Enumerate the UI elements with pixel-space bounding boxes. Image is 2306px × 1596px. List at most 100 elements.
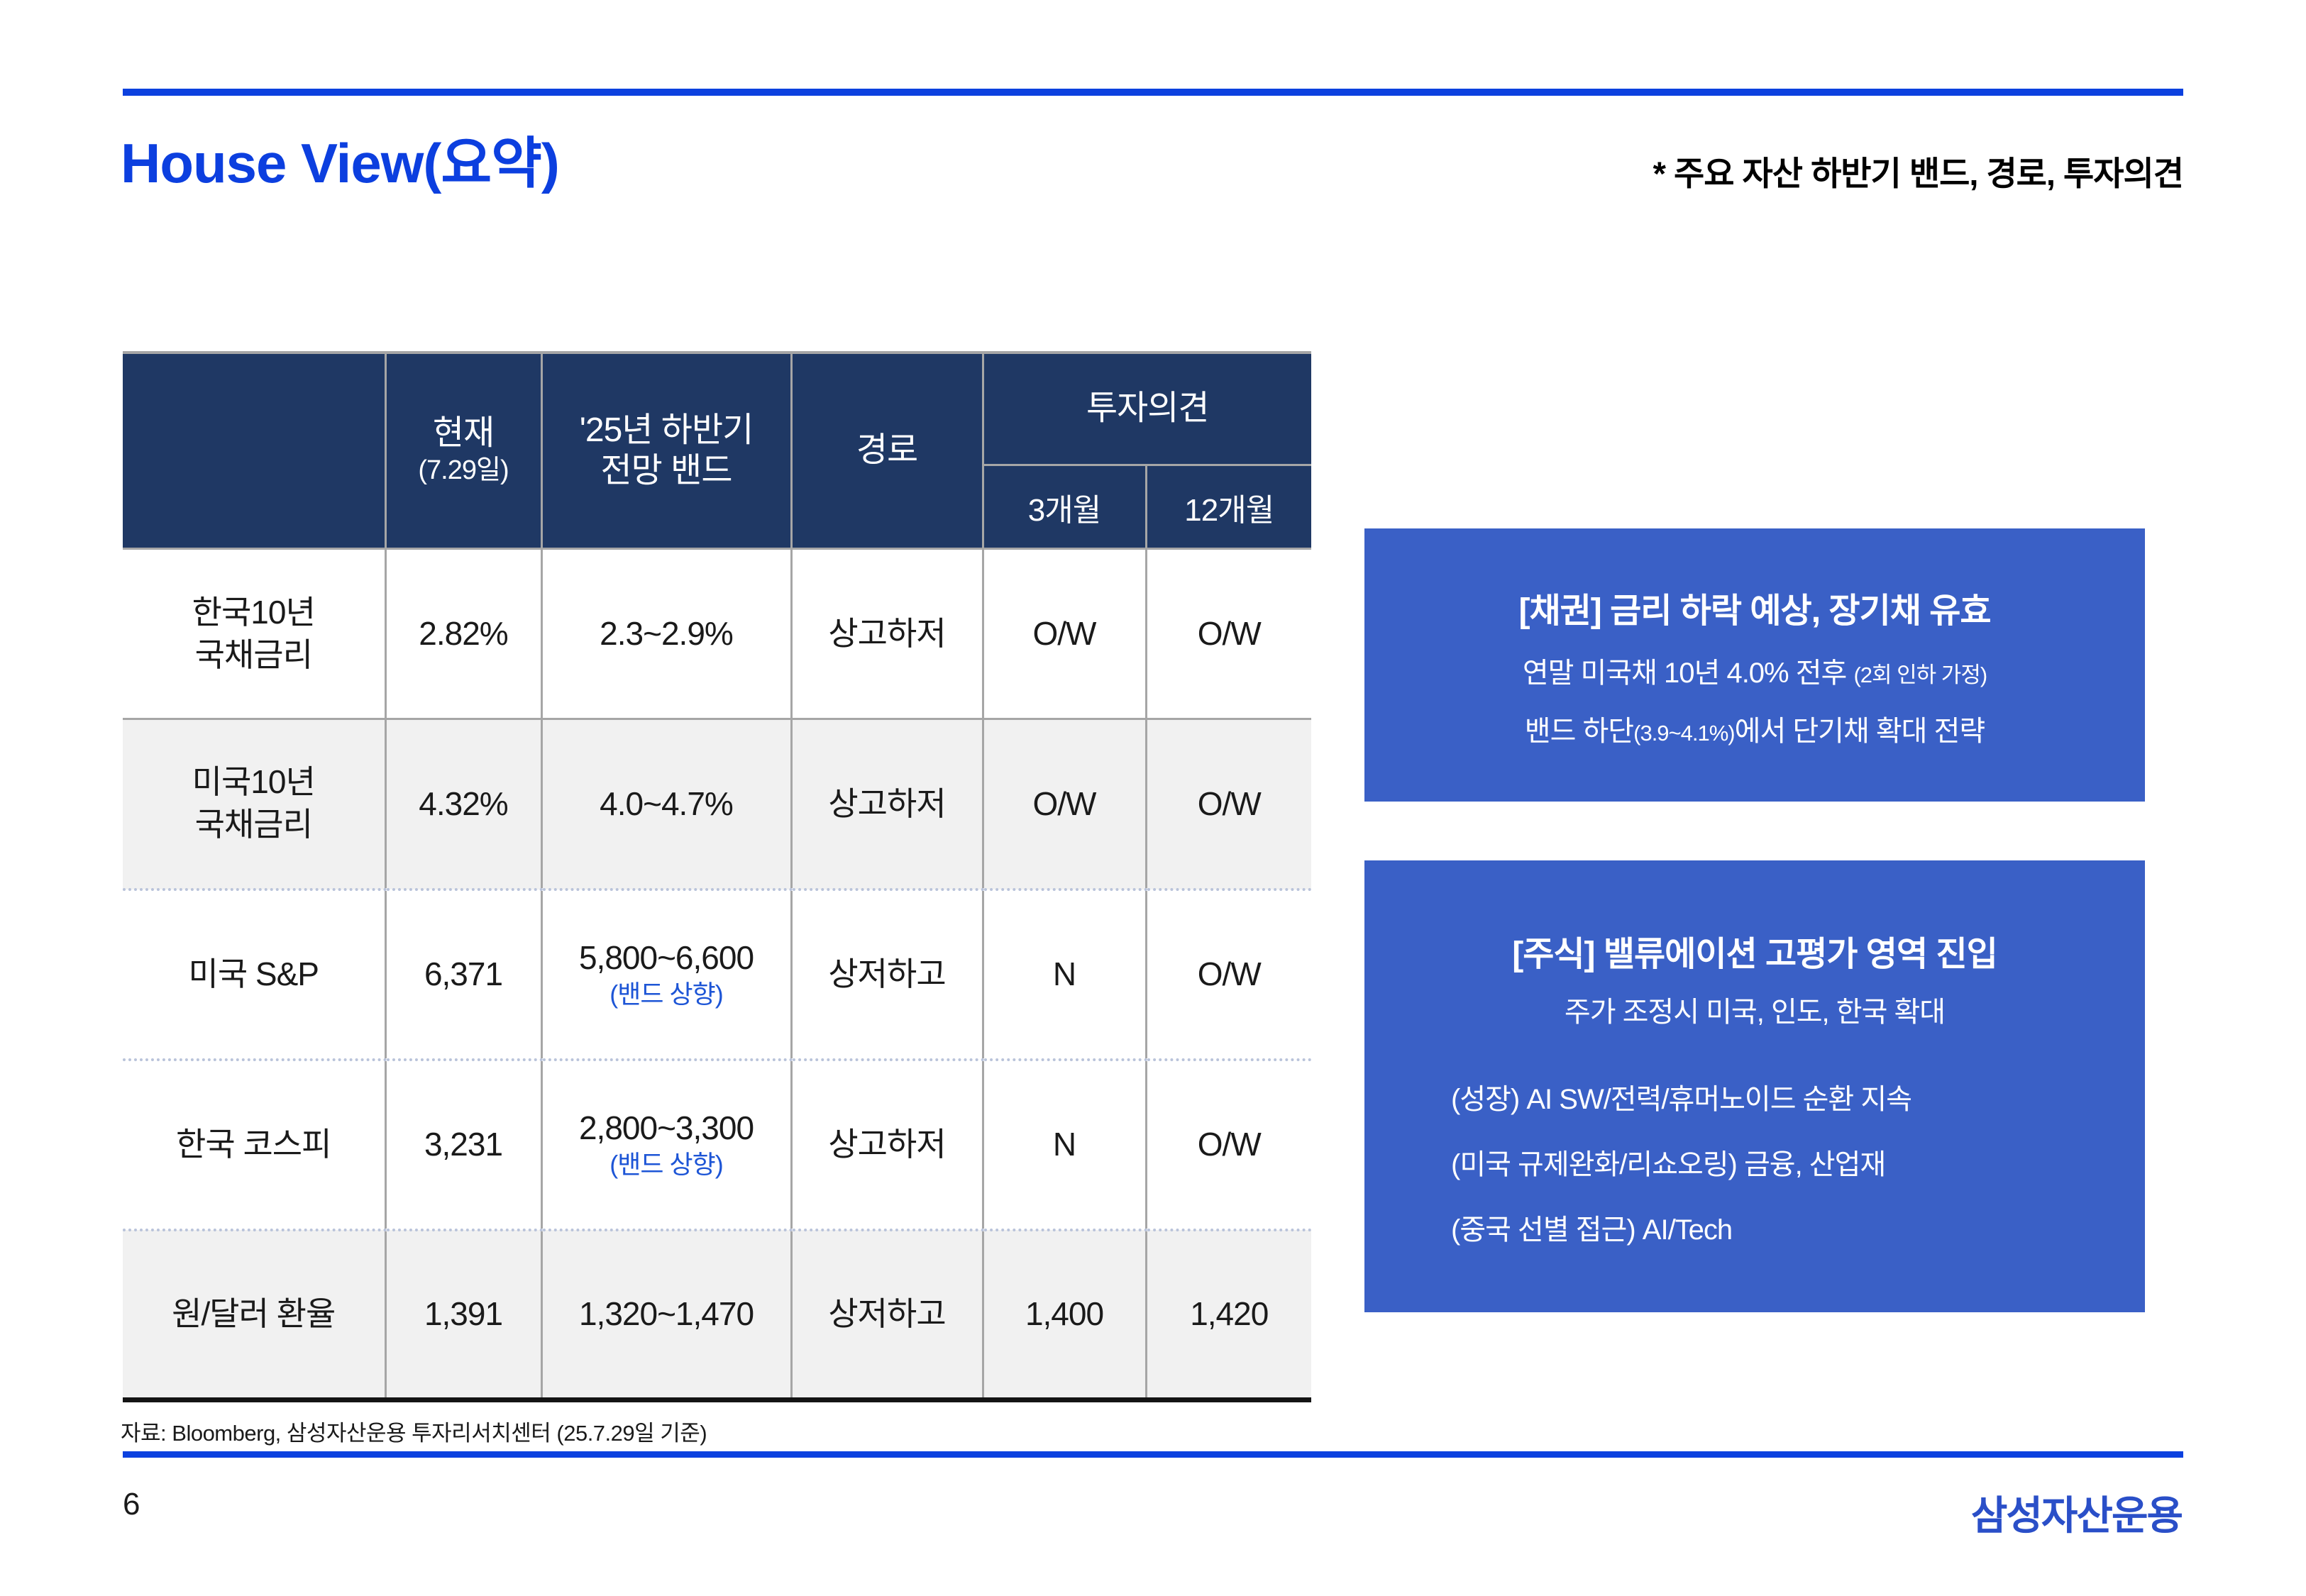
cell-band-value: 5,800~6,600 <box>578 939 754 977</box>
cell-band: 4.0~4.7% <box>541 719 793 891</box>
cell-12m: O/W <box>1146 719 1312 891</box>
row-label-line1: 한국10년 <box>192 593 316 631</box>
col-header-band: '25년 하반기 전망 밴드 <box>541 353 793 550</box>
col-header-opinion: 투자의견 <box>983 353 1312 466</box>
bond-line2-main: 연말 미국채 10년 4.0% 전후 <box>1522 657 1854 689</box>
table-row-korea-kospi: 한국 코스피 3,231 2,800~3,300 (밴드 상향) 상고하저 N O… <box>123 1059 1312 1231</box>
cell-current: 6,371 <box>385 889 543 1061</box>
cell-path: 상고하저 <box>791 719 984 891</box>
title-note: * 주요 자산 하반기 밴드, 경로, 투자의견 <box>1653 155 2184 192</box>
page-title: House View(요약) <box>121 132 560 194</box>
cell-12m-value: O/W <box>1197 1125 1262 1163</box>
cell-12m: O/W <box>1146 548 1312 720</box>
row-label: 한국10년 국채금리 <box>123 548 387 720</box>
cell-path-value: 상저하고 <box>828 955 946 992</box>
cell-path: 상저하고 <box>791 889 984 1061</box>
table-row-korea-10y: 한국10년 국채금리 2.82% 2.3~2.9% 상고하저 O/W O/W <box>123 548 1312 720</box>
cell-band: 5,800~6,600 (밴드 상향) <box>541 889 793 1061</box>
equity-callout: [주식] 밸류에이션 고평가 영역 진입 주가 조정시 미국, 인도, 한국 확… <box>1364 860 2145 1312</box>
cell-path: 상고하저 <box>791 548 984 720</box>
cell-3m-value: 1,400 <box>1025 1295 1104 1333</box>
col-header-3m-label: 3개월 <box>1027 492 1101 528</box>
cell-3m: O/W <box>983 548 1147 720</box>
cell-band-value: 4.0~4.7% <box>600 785 734 822</box>
cell-12m: O/W <box>1146 1059 1312 1231</box>
equity-callout-title: [주식] 밸류에이션 고평가 영역 진입 <box>1512 936 1998 973</box>
table-row-us-sp: 미국 S&P 6,371 5,800~6,600 (밴드 상향) 상저하고 N O… <box>123 889 1312 1061</box>
cell-current-value: 1,391 <box>424 1295 503 1333</box>
bond-line3-small: (3.9~4.1%) <box>1633 720 1736 746</box>
cell-3m-value: N <box>1052 955 1076 992</box>
row-label-line2: 국채금리 <box>194 636 313 673</box>
cell-band: 2,800~3,300 (밴드 상향) <box>541 1059 793 1231</box>
bond-callout-line2: 연말 미국채 10년 4.0% 전후 (2회 인하 가정) <box>1364 656 2145 690</box>
cell-3m: N <box>983 1059 1147 1231</box>
cell-band-value: 2.3~2.9% <box>600 614 734 652</box>
corner-cell <box>123 353 387 550</box>
col-header-current-line2: (7.29일) <box>418 455 509 486</box>
row-label: 한국 코스피 <box>123 1059 387 1231</box>
source-note: 자료: Bloomberg, 삼성자산운용 투자리서치센터 (25.7.29일 … <box>121 1421 707 1446</box>
row-label: 미국10년 국채금리 <box>123 719 387 891</box>
cell-band-value: 2,800~3,300 <box>578 1109 754 1147</box>
cell-current-value: 3,231 <box>424 1125 503 1163</box>
cell-band-note: (밴드 상향) <box>609 979 723 1009</box>
cell-3m-value: N <box>1052 1125 1076 1163</box>
col-header-12m: 12개월 <box>1146 465 1312 550</box>
bond-line2-small: (2회 인하 가정) <box>1853 662 1987 687</box>
cell-path-value: 상고하저 <box>828 785 946 822</box>
cell-3m-value: O/W <box>1032 785 1097 822</box>
cell-path: 상저하고 <box>791 1229 984 1400</box>
cell-12m-value: O/W <box>1197 614 1262 652</box>
cell-12m: 1,420 <box>1146 1229 1312 1400</box>
row-label-line1: 원/달러 환율 <box>172 1295 336 1332</box>
cell-12m-value: O/W <box>1197 955 1262 992</box>
cell-3m: 1,400 <box>983 1229 1147 1400</box>
cell-path-value: 상고하저 <box>828 1125 946 1163</box>
bond-callout-line3: 밴드 하단(3.9~4.1%)에서 단기채 확대 전략 <box>1364 714 2145 748</box>
bond-callout: [채권] 금리 하락 예상, 장기채 유효 연말 미국채 10년 4.0% 전후… <box>1364 528 2145 802</box>
col-header-12m-label: 12개월 <box>1184 492 1274 528</box>
cell-band: 1,320~1,470 <box>541 1229 793 1400</box>
forecast-table: 현재 (7.29일) '25년 하반기 전망 밴드 경로 투자의견 3개월 <box>123 351 1312 1402</box>
cell-12m: O/W <box>1146 889 1312 1061</box>
cell-current: 1,391 <box>385 1229 543 1400</box>
cell-current: 3,231 <box>385 1059 543 1231</box>
table-body: 한국10년 국채금리 2.82% 2.3~2.9% 상고하저 O/W O/W 미… <box>123 548 1312 1400</box>
cell-band-note: (밴드 상향) <box>609 1149 723 1179</box>
cell-current-value: 4.32% <box>419 785 508 822</box>
cell-band: 2.3~2.9% <box>541 548 793 720</box>
cell-3m-value: O/W <box>1032 614 1097 652</box>
table-header: 현재 (7.29일) '25년 하반기 전망 밴드 경로 투자의견 3개월 <box>123 353 1312 550</box>
col-header-current: 현재 (7.29일) <box>385 353 543 550</box>
cell-current: 2.82% <box>385 548 543 720</box>
cell-current-value: 2.82% <box>419 614 508 652</box>
cell-12m-value: 1,420 <box>1190 1295 1269 1333</box>
bottom-divider <box>123 1451 2183 1458</box>
cell-current: 4.32% <box>385 719 543 891</box>
row-label-line1: 미국10년 <box>192 763 316 801</box>
cell-3m: O/W <box>983 719 1147 891</box>
equity-callout-subtitle: 주가 조정시 미국, 인도, 한국 확대 <box>1564 997 1946 1028</box>
top-divider <box>123 89 2183 96</box>
bond-callout-title: [채권] 금리 하락 예상, 장기채 유효 <box>1518 592 1991 630</box>
table-row-us-10y: 미국10년 국채금리 4.32% 4.0~4.7% 상고하저 O/W O/W <box>123 719 1312 891</box>
cell-band-value: 1,320~1,470 <box>578 1295 754 1333</box>
page-number: 6 <box>123 1487 140 1522</box>
bond-line3-pre: 밴드 하단 <box>1524 715 1634 747</box>
cell-3m: N <box>983 889 1147 1061</box>
row-label-line1: 미국 S&P <box>188 955 319 992</box>
equity-callout-bullets: (성장) AI SW/전력/휴머노이드 순환 지속 (미국 규제완화/리쇼오링)… <box>1364 1082 2145 1247</box>
cell-current-value: 6,371 <box>424 955 503 992</box>
row-label-line2: 국채금리 <box>194 806 313 843</box>
col-header-band-line2: 전망 밴드 <box>600 451 733 489</box>
equity-bullet-china: (중국 선별 접근) AI/Tech <box>1451 1214 1733 1246</box>
header-row-sub: 3개월 12개월 <box>123 465 1312 550</box>
row-label: 원/달러 환율 <box>123 1229 387 1400</box>
col-header-opinion-label: 투자의견 <box>1086 389 1210 428</box>
cell-path-value: 상저하고 <box>828 1295 946 1333</box>
row-label: 미국 S&P <box>123 889 387 1061</box>
header-row-main: 현재 (7.29일) '25년 하반기 전망 밴드 경로 투자의견 <box>123 353 1312 550</box>
col-header-current-line1: 현재 <box>432 414 495 453</box>
